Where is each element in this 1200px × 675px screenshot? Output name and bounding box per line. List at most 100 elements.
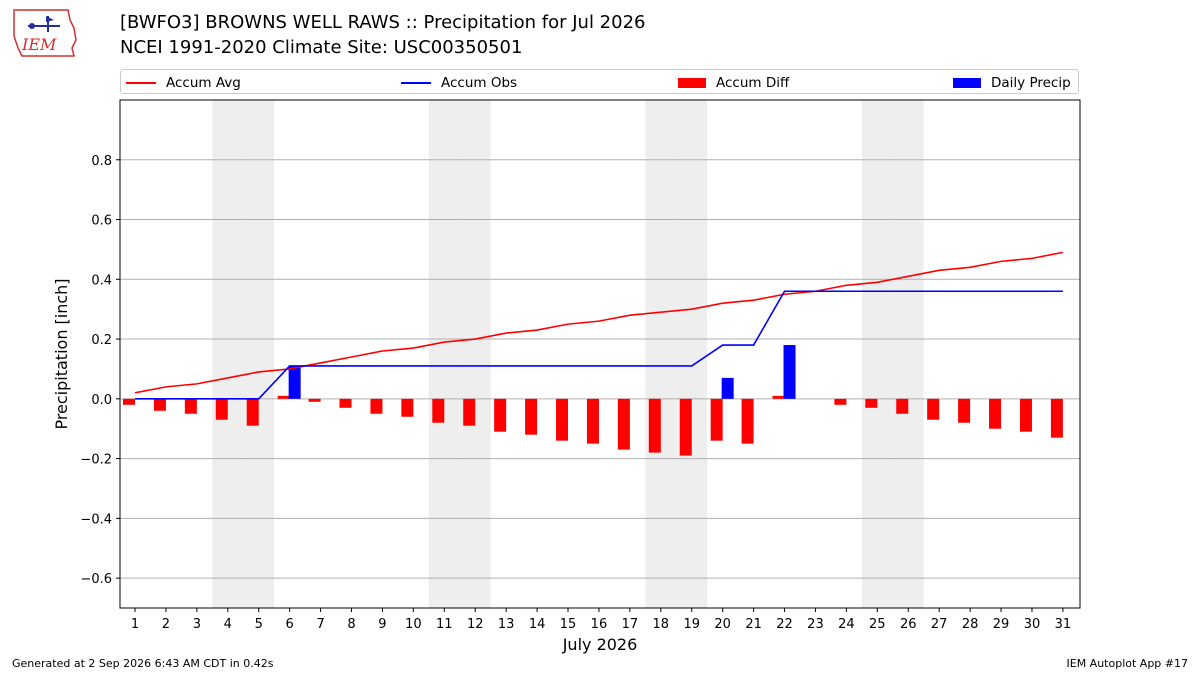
accum-diff-bar [586, 398, 599, 444]
x-tick-label: 29 [993, 617, 1010, 632]
y-tick-label: 0.8 [91, 154, 112, 169]
y-tick-label: 0.6 [91, 214, 112, 229]
weekend-band [645, 100, 677, 608]
x-tick-label: 4 [224, 617, 232, 632]
accum-diff-bar [772, 395, 785, 399]
y-tick-label: 0.0 [91, 393, 112, 408]
x-tick-label: 16 [591, 617, 608, 632]
x-tick-label: 30 [1024, 617, 1041, 632]
accum-diff-bar [556, 398, 569, 441]
legend-item-daily-precip: Daily Precip [953, 70, 1071, 95]
accum-diff-bar [401, 398, 414, 417]
legend-label-accum-avg: Accum Avg [166, 74, 241, 91]
x-tick-label: 20 [714, 617, 731, 632]
weekend-band [243, 100, 275, 608]
accum-diff-bar [432, 398, 445, 423]
x-tick-label: 25 [869, 617, 886, 632]
y-tick-label: −0.4 [80, 512, 112, 527]
y-axis-label: Precipitation [inch] [52, 278, 71, 429]
legend-swatch-accum-diff [678, 77, 706, 88]
weekend-band [676, 100, 708, 608]
accum-diff-bar [525, 398, 538, 435]
x-tick-label: 18 [653, 617, 670, 632]
x-tick-label: 26 [900, 617, 917, 632]
generated-timestamp: Generated at 2 Sep 2026 6:43 AM CDT in 0… [12, 657, 274, 670]
daily-precip-bar [783, 345, 796, 399]
weekend-band [428, 100, 460, 608]
accum-diff-bar [370, 398, 383, 414]
x-tick-label: 24 [838, 617, 855, 632]
accum-diff-bar [308, 398, 321, 402]
accum-diff-bar [989, 398, 1002, 429]
weekend-band [892, 100, 924, 608]
x-axis-label: July 2026 [562, 635, 638, 654]
x-tick-label: 5 [255, 617, 263, 632]
x-tick-label: 10 [405, 617, 422, 632]
accum-diff-bar [679, 398, 692, 456]
x-tick-label: 9 [378, 617, 386, 632]
accum-diff-bar [896, 398, 909, 414]
x-tick-label: 31 [1055, 617, 1072, 632]
accum-obs-line [135, 290, 1063, 400]
x-tick-label: 7 [316, 617, 324, 632]
accum-diff-bar [215, 398, 228, 420]
x-tick-label: 14 [529, 617, 546, 632]
x-tick-label: 17 [622, 617, 639, 632]
x-tick-label: 23 [807, 617, 824, 632]
accum-diff-bar [648, 398, 661, 453]
accum-diff-bar [184, 398, 197, 414]
x-tick-label: 15 [560, 617, 577, 632]
accum-diff-bar [153, 398, 166, 411]
x-tick-label: 21 [745, 617, 762, 632]
chart-subtitle: NCEI 1991-2020 Climate Site: USC00350501 [120, 37, 523, 58]
daily-precip-bar [288, 365, 301, 399]
y-tick-label: −0.2 [80, 453, 112, 468]
accum-diff-bar [123, 398, 135, 405]
legend-item-accum-obs: Accum Obs [401, 70, 517, 95]
legend-swatch-daily-precip [953, 77, 981, 88]
x-tick-label: 12 [467, 617, 484, 632]
accum-diff-bar [277, 395, 290, 399]
weekend-band [459, 100, 491, 608]
accum-avg-line [134, 251, 1064, 394]
legend-swatch-accum-obs [401, 81, 431, 84]
accum-diff-bar [958, 398, 971, 423]
x-tick-label: 6 [286, 617, 294, 632]
weekend-band [861, 100, 893, 608]
legend-item-accum-avg: Accum Avg [126, 70, 241, 95]
accum-diff-bar [834, 398, 847, 405]
weekend-band [212, 100, 244, 608]
accum-diff-bar [1050, 398, 1063, 438]
x-tick-label: 28 [962, 617, 979, 632]
accum-diff-bar [865, 398, 878, 408]
y-tick-label: 0.4 [91, 273, 112, 288]
accum-diff-bar [494, 398, 507, 432]
x-tick-label: 13 [498, 617, 515, 632]
x-tick-label: 22 [776, 617, 793, 632]
legend-label-accum-diff: Accum Diff [716, 74, 790, 91]
legend-swatch-accum-avg [126, 81, 156, 84]
legend-label-accum-obs: Accum Obs [441, 74, 518, 91]
accum-diff-bar [339, 398, 352, 408]
x-tick-label: 2 [162, 617, 170, 632]
legend-label-daily-precip: Daily Precip [991, 74, 1071, 91]
daily-precip-bar [721, 377, 734, 399]
x-tick-label: 3 [193, 617, 201, 632]
accum-diff-bar [617, 398, 630, 450]
iem-logo: IEM [13, 9, 77, 57]
x-tick-label: 8 [347, 617, 355, 632]
accum-diff-bar [1019, 398, 1032, 432]
autoplot-app-label: IEM Autoplot App #17 [1066, 657, 1189, 670]
x-tick-label: 11 [436, 617, 453, 632]
y-tick-label: 0.2 [91, 333, 112, 348]
plot-frame [119, 99, 1081, 609]
accum-diff-bar [741, 398, 754, 444]
x-tick-label: 27 [931, 617, 948, 632]
accum-diff-bar [246, 398, 259, 426]
svg-text:IEM: IEM [21, 35, 57, 54]
accum-diff-bar [463, 398, 476, 426]
chart-legend: Accum Avg Accum Obs Accum Diff Daily Pre… [120, 69, 1079, 94]
x-tick-label: 1 [131, 617, 139, 632]
accum-diff-bar [710, 398, 723, 441]
